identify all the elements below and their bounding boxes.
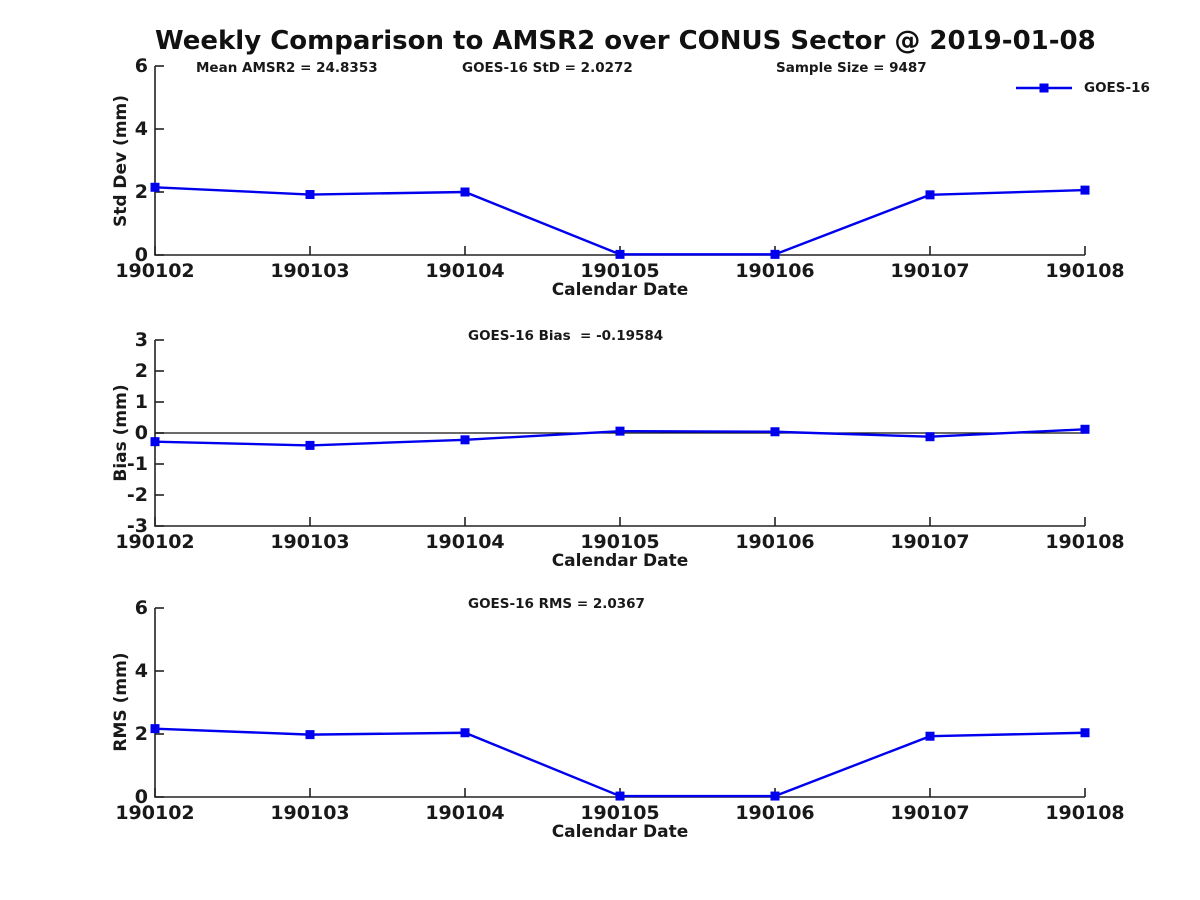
data-point-marker <box>770 249 780 259</box>
x-tick-label: 190105 <box>580 802 660 824</box>
y-tick-label: -3 <box>126 515 148 537</box>
data-point-marker <box>925 432 935 442</box>
y-tick-label: 0 <box>134 422 148 444</box>
data-point-marker <box>615 249 625 259</box>
y-tick-label: 2 <box>134 360 148 382</box>
y-tick-label: 4 <box>134 660 148 682</box>
x-tick-label: 190104 <box>425 802 505 824</box>
y-tick-label: -1 <box>126 453 148 475</box>
data-point-marker <box>1080 728 1090 738</box>
y-axis-label-rms: RMS (mm) <box>111 652 131 752</box>
x-tick-label: 190103 <box>270 802 350 824</box>
y-tick-label: 6 <box>134 597 148 619</box>
x-tick-label: 190105 <box>580 531 660 553</box>
x-tick-label: 190104 <box>425 260 505 282</box>
y-tick-label: 1 <box>134 391 148 413</box>
x-tick-label: 190108 <box>1045 531 1125 553</box>
data-point-marker <box>770 427 780 437</box>
y-tick-label: 2 <box>134 723 148 745</box>
y-tick-label: -2 <box>126 484 148 506</box>
figure-title: Weekly Comparison to AMSR2 over CONUS Se… <box>155 26 1096 56</box>
legend: GOES-16 <box>1014 79 1150 97</box>
data-point-marker <box>460 728 470 738</box>
x-tick-label: 190106 <box>735 531 815 553</box>
data-point-marker <box>615 426 625 436</box>
x-tick-label: 190102 <box>115 802 195 824</box>
x-tick-label: 190103 <box>270 260 350 282</box>
data-point-marker <box>150 437 160 447</box>
data-point-marker <box>1080 424 1090 434</box>
data-point-marker <box>770 791 780 801</box>
data-point-marker <box>460 435 470 445</box>
stat-goes16-std: GOES-16 StD = 2.0272 <box>462 60 633 76</box>
x-tick-label: 190106 <box>735 802 815 824</box>
legend-marker-sample <box>1039 83 1049 93</box>
axis-frame <box>154 66 1085 256</box>
x-tick-label: 190107 <box>890 802 970 824</box>
data-point-marker <box>925 190 935 200</box>
x-tick-label: 190108 <box>1045 260 1125 282</box>
x-axis-label-bias: Calendar Date <box>551 551 689 571</box>
data-point-marker <box>615 791 625 801</box>
legend-line-marker-icon <box>1016 83 1072 93</box>
x-tick-label: 190102 <box>115 531 195 553</box>
data-point-marker <box>460 187 470 197</box>
x-tick-label: 190107 <box>890 531 970 553</box>
rms-subplot-title: GOES-16 RMS = 2.0367 <box>468 596 645 612</box>
data-point-marker <box>305 190 315 200</box>
x-tick-label: 190103 <box>270 531 350 553</box>
x-tick-label: 190108 <box>1045 802 1125 824</box>
x-axis-label-stddev: Calendar Date <box>551 280 689 300</box>
y-tick-label: 0 <box>134 244 148 266</box>
axis-frame <box>154 608 1085 798</box>
x-tick-label: 190106 <box>735 260 815 282</box>
x-tick-label: 190102 <box>115 260 195 282</box>
y-tick-label: 2 <box>134 181 148 203</box>
y-tick-label: 4 <box>134 118 148 140</box>
data-point-marker <box>305 730 315 740</box>
series-line-goes-16 <box>154 727 1086 798</box>
x-tick-label: 190104 <box>425 531 505 553</box>
bias-subplot-title: GOES-16 Bias = -0.19584 <box>468 328 664 344</box>
data-point-marker <box>150 724 160 734</box>
data-point-marker <box>305 440 315 450</box>
y-tick-label: 6 <box>134 55 148 77</box>
stat-mean-amsr2: Mean AMSR2 = 24.8353 <box>196 60 378 76</box>
data-point-marker <box>925 731 935 741</box>
x-tick-label: 190107 <box>890 260 970 282</box>
data-point-marker <box>1080 185 1090 195</box>
y-axis-label-stddev: Std Dev (mm) <box>111 94 131 228</box>
series-line-goes-16 <box>154 186 1086 256</box>
y-tick-label: 3 <box>134 329 148 351</box>
stat-sample-size: Sample Size = 9487 <box>776 60 927 76</box>
y-tick-label: 0 <box>134 786 148 808</box>
legend-label: GOES-16 <box>1084 80 1150 96</box>
x-axis-label-rms: Calendar Date <box>551 822 689 842</box>
x-tick-label: 190105 <box>580 260 660 282</box>
data-point-marker <box>150 182 160 192</box>
